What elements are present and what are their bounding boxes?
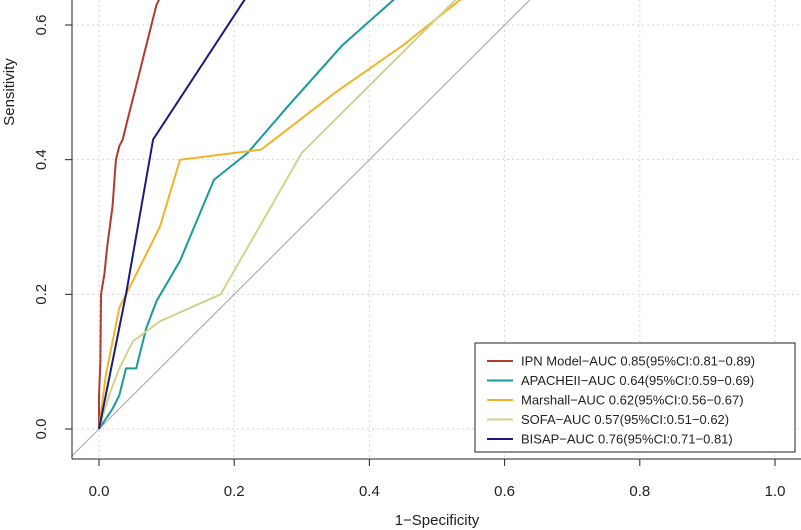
- legend-entry-label: IPN Model−AUC 0.85(95%CI:0.81−0.89): [521, 354, 755, 369]
- x-tick-label: 1.0: [765, 483, 786, 500]
- y-tick-label: 0.0: [33, 419, 50, 440]
- chance-diagonal-line: [98, 0, 531, 430]
- grid-lines: [72, 0, 801, 459]
- series-line-4: [98, 0, 457, 430]
- y-tick-label: 0.2: [33, 284, 50, 305]
- y-tick-label: 0.6: [33, 15, 50, 36]
- axes: [71, 0, 801, 460]
- x-axis-title: 1−Specificity: [395, 512, 480, 529]
- series-group: [98, 0, 462, 430]
- legend-entry-label: Marshall−AUC 0.62(95%CI:0.56−0.67): [521, 393, 744, 408]
- x-tick-label: 0.6: [494, 483, 515, 500]
- reference-line-group: [72, 0, 531, 457]
- legend-entry-label: SOFA−AUC 0.57(95%CI:0.51−0.62): [521, 412, 729, 427]
- y-axis-ticks: 0.0 0.2 0.4 0.6: [33, 15, 72, 440]
- legend-entry-label: BISAP−AUC 0.76(95%CI:0.71−0.81): [521, 432, 733, 447]
- chance-diagonal-extension: [72, 428, 100, 457]
- series-line-2: [98, 0, 395, 430]
- legend-box: [474, 342, 796, 453]
- legend: IPN Model−AUC 0.85(95%CI:0.81−0.89) APACH…: [474, 342, 796, 453]
- series-line-3: [98, 0, 462, 430]
- y-tick-label: 0.4: [33, 149, 50, 170]
- legend-entry-label: APACHEII−AUC 0.64(95%CI:0.59−0.69): [521, 373, 754, 388]
- y-axis-title: Sensitivity: [1, 58, 18, 126]
- x-tick-label: 0.8: [629, 483, 650, 500]
- series-line-5: [98, 0, 246, 430]
- x-tick-label: 0.0: [89, 483, 110, 500]
- x-tick-label: 0.2: [224, 483, 245, 500]
- x-axis-ticks: 0.0 0.2 0.4 0.6 0.8 1.0: [89, 459, 786, 500]
- series-line-1: [98, 0, 160, 429]
- x-tick-label: 0.4: [359, 483, 380, 500]
